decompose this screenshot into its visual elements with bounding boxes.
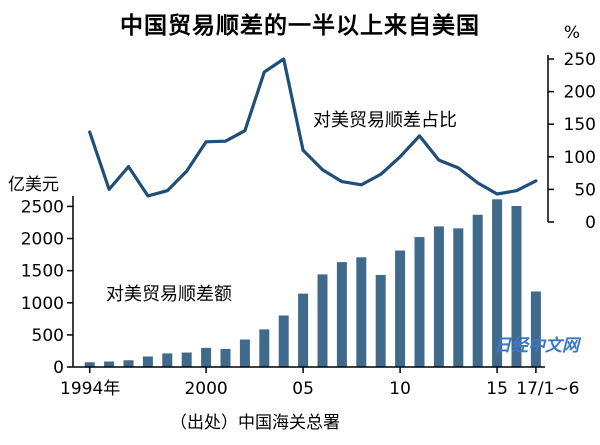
bar-2017/1~6 xyxy=(530,291,541,367)
bar-series-label: 对美贸易顺差额 xyxy=(106,284,232,305)
bar-2016 xyxy=(511,205,522,367)
left-tick-label: 2500 xyxy=(21,197,64,217)
bar-2013 xyxy=(453,228,464,367)
bar-2006 xyxy=(317,274,328,367)
bar-2002 xyxy=(239,339,250,367)
bar-2012 xyxy=(433,226,444,367)
bar-1999 xyxy=(181,352,192,367)
left-tick-label: 2000 xyxy=(21,230,64,250)
right-axis-unit: % xyxy=(564,23,580,43)
source-note: （出处）中国海关总署 xyxy=(170,413,340,433)
bar-1998 xyxy=(162,353,173,367)
left-tick-label: 1000 xyxy=(21,294,64,314)
left-tick-label: 0 xyxy=(53,358,64,378)
x-tick-label: 10 xyxy=(389,379,411,399)
bar-2003 xyxy=(259,329,270,367)
bar-2007 xyxy=(336,262,347,367)
right-tick-label: 150 xyxy=(564,115,596,135)
bar-2001 xyxy=(220,348,231,367)
bar-2015 xyxy=(492,199,503,367)
line-series-label: 对美贸易顺差占比 xyxy=(313,110,457,131)
x-tick-label: 05 xyxy=(292,379,314,399)
x-tick-label: 15 xyxy=(486,379,508,399)
bar-2008 xyxy=(356,257,367,367)
x-tick-label: 17/1~6 xyxy=(516,379,579,399)
share-line xyxy=(88,57,538,198)
bar-2005 xyxy=(298,293,309,367)
bar-2014 xyxy=(472,214,483,367)
x-tick-label: 2000 xyxy=(184,379,227,399)
left-axis-unit: 亿美元 xyxy=(8,175,59,195)
bar-2004 xyxy=(278,315,289,367)
left-tick-label: 1500 xyxy=(21,262,64,282)
right-tick-label: 0 xyxy=(585,213,596,233)
right-tick-label: 200 xyxy=(564,83,596,103)
bar-2011 xyxy=(414,237,425,367)
left-tick-label: 500 xyxy=(32,326,64,346)
bar-1997 xyxy=(142,356,153,367)
bar-2009 xyxy=(375,274,386,367)
bar-2010 xyxy=(395,250,406,367)
right-tick-label: 100 xyxy=(564,148,596,168)
bar-2000 xyxy=(201,347,212,367)
right-tick-label: 250 xyxy=(564,50,596,70)
bar-1996 xyxy=(123,360,134,367)
watermark-logo: 日经中文网 xyxy=(494,336,579,356)
bar-1995 xyxy=(104,361,115,367)
bar-1994 xyxy=(84,362,95,367)
right-tick-label: 50 xyxy=(574,180,596,200)
x-tick-label: 1994年 xyxy=(60,379,120,399)
chart-title: 中国贸易顺差的一半以上来自美国 xyxy=(120,13,480,39)
